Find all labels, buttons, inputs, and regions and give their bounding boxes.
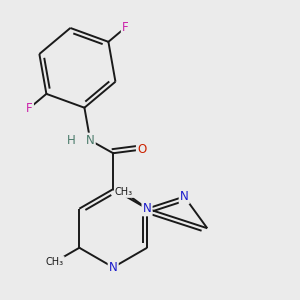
Text: F: F xyxy=(26,102,33,115)
Text: CH₃: CH₃ xyxy=(46,257,64,267)
Text: F: F xyxy=(122,21,129,34)
Text: O: O xyxy=(137,143,146,156)
Text: N: N xyxy=(143,202,152,215)
Text: N: N xyxy=(86,134,94,147)
Text: H: H xyxy=(67,134,75,147)
Text: N: N xyxy=(109,261,118,274)
Text: N: N xyxy=(180,190,189,203)
Text: CH₃: CH₃ xyxy=(115,187,133,197)
